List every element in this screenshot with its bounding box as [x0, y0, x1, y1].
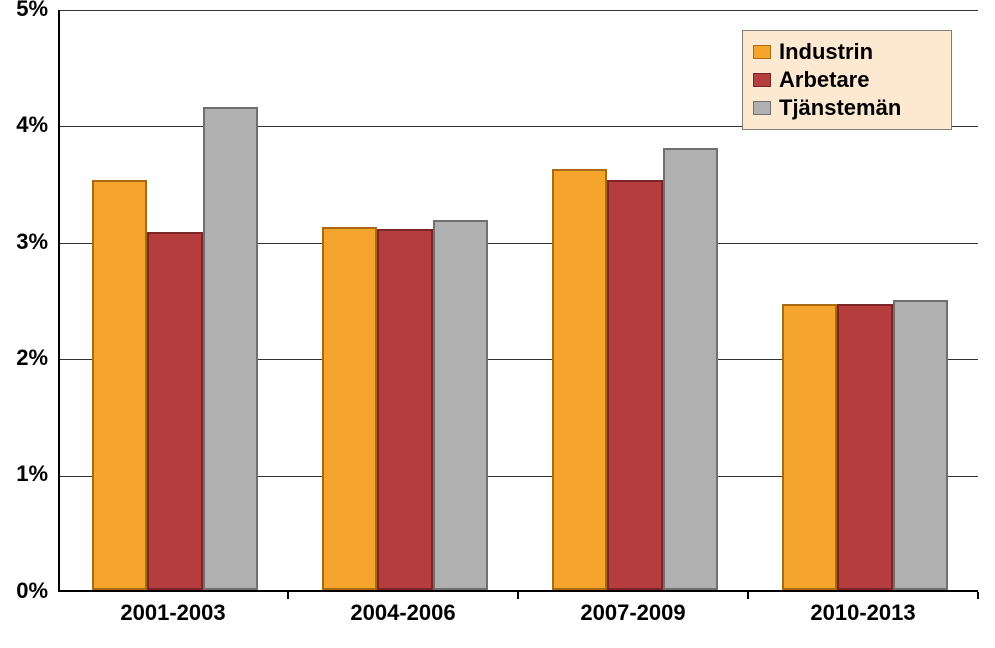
bar: [203, 107, 258, 590]
legend-item: Tjänstemän: [753, 95, 941, 121]
y-tick-label: 3%: [0, 229, 48, 255]
bar: [663, 148, 718, 590]
bar: [552, 169, 607, 590]
x-tick-label: 2001-2003: [73, 600, 273, 626]
legend-label: Tjänstemän: [779, 95, 901, 121]
legend-item: Arbetare: [753, 67, 941, 93]
gridline: [60, 10, 978, 11]
bar: [322, 227, 377, 590]
y-tick-label: 1%: [0, 461, 48, 487]
y-tick-label: 0%: [0, 578, 48, 604]
legend-label: Arbetare: [779, 67, 869, 93]
x-tick: [747, 592, 749, 599]
legend-label: Industrin: [779, 39, 873, 65]
x-tick-label: 2004-2006: [303, 600, 503, 626]
bar: [893, 300, 948, 590]
x-tick: [287, 592, 289, 599]
bar: [377, 229, 432, 590]
bar: [147, 232, 202, 591]
x-tick-label: 2007-2009: [533, 600, 733, 626]
x-tick: [517, 592, 519, 599]
legend-item: Industrin: [753, 39, 941, 65]
bar: [607, 180, 662, 590]
y-tick-label: 2%: [0, 345, 48, 371]
bar-chart: 0% 1% 2% 3% 4% 5% 2001-2003 2004-2006 2007-2009…: [0, 0, 995, 648]
y-tick-label: 4%: [0, 112, 48, 138]
legend-swatch: [753, 73, 771, 87]
x-tick-label: 2010-2013: [763, 600, 963, 626]
legend: IndustrinArbetareTjänstemän: [742, 30, 952, 130]
x-tick: [977, 592, 979, 599]
y-tick-label: 5%: [0, 0, 48, 22]
bar: [433, 220, 488, 590]
legend-swatch: [753, 45, 771, 59]
bar: [92, 180, 147, 590]
bar: [782, 304, 837, 590]
bar: [837, 304, 892, 590]
legend-swatch: [753, 101, 771, 115]
